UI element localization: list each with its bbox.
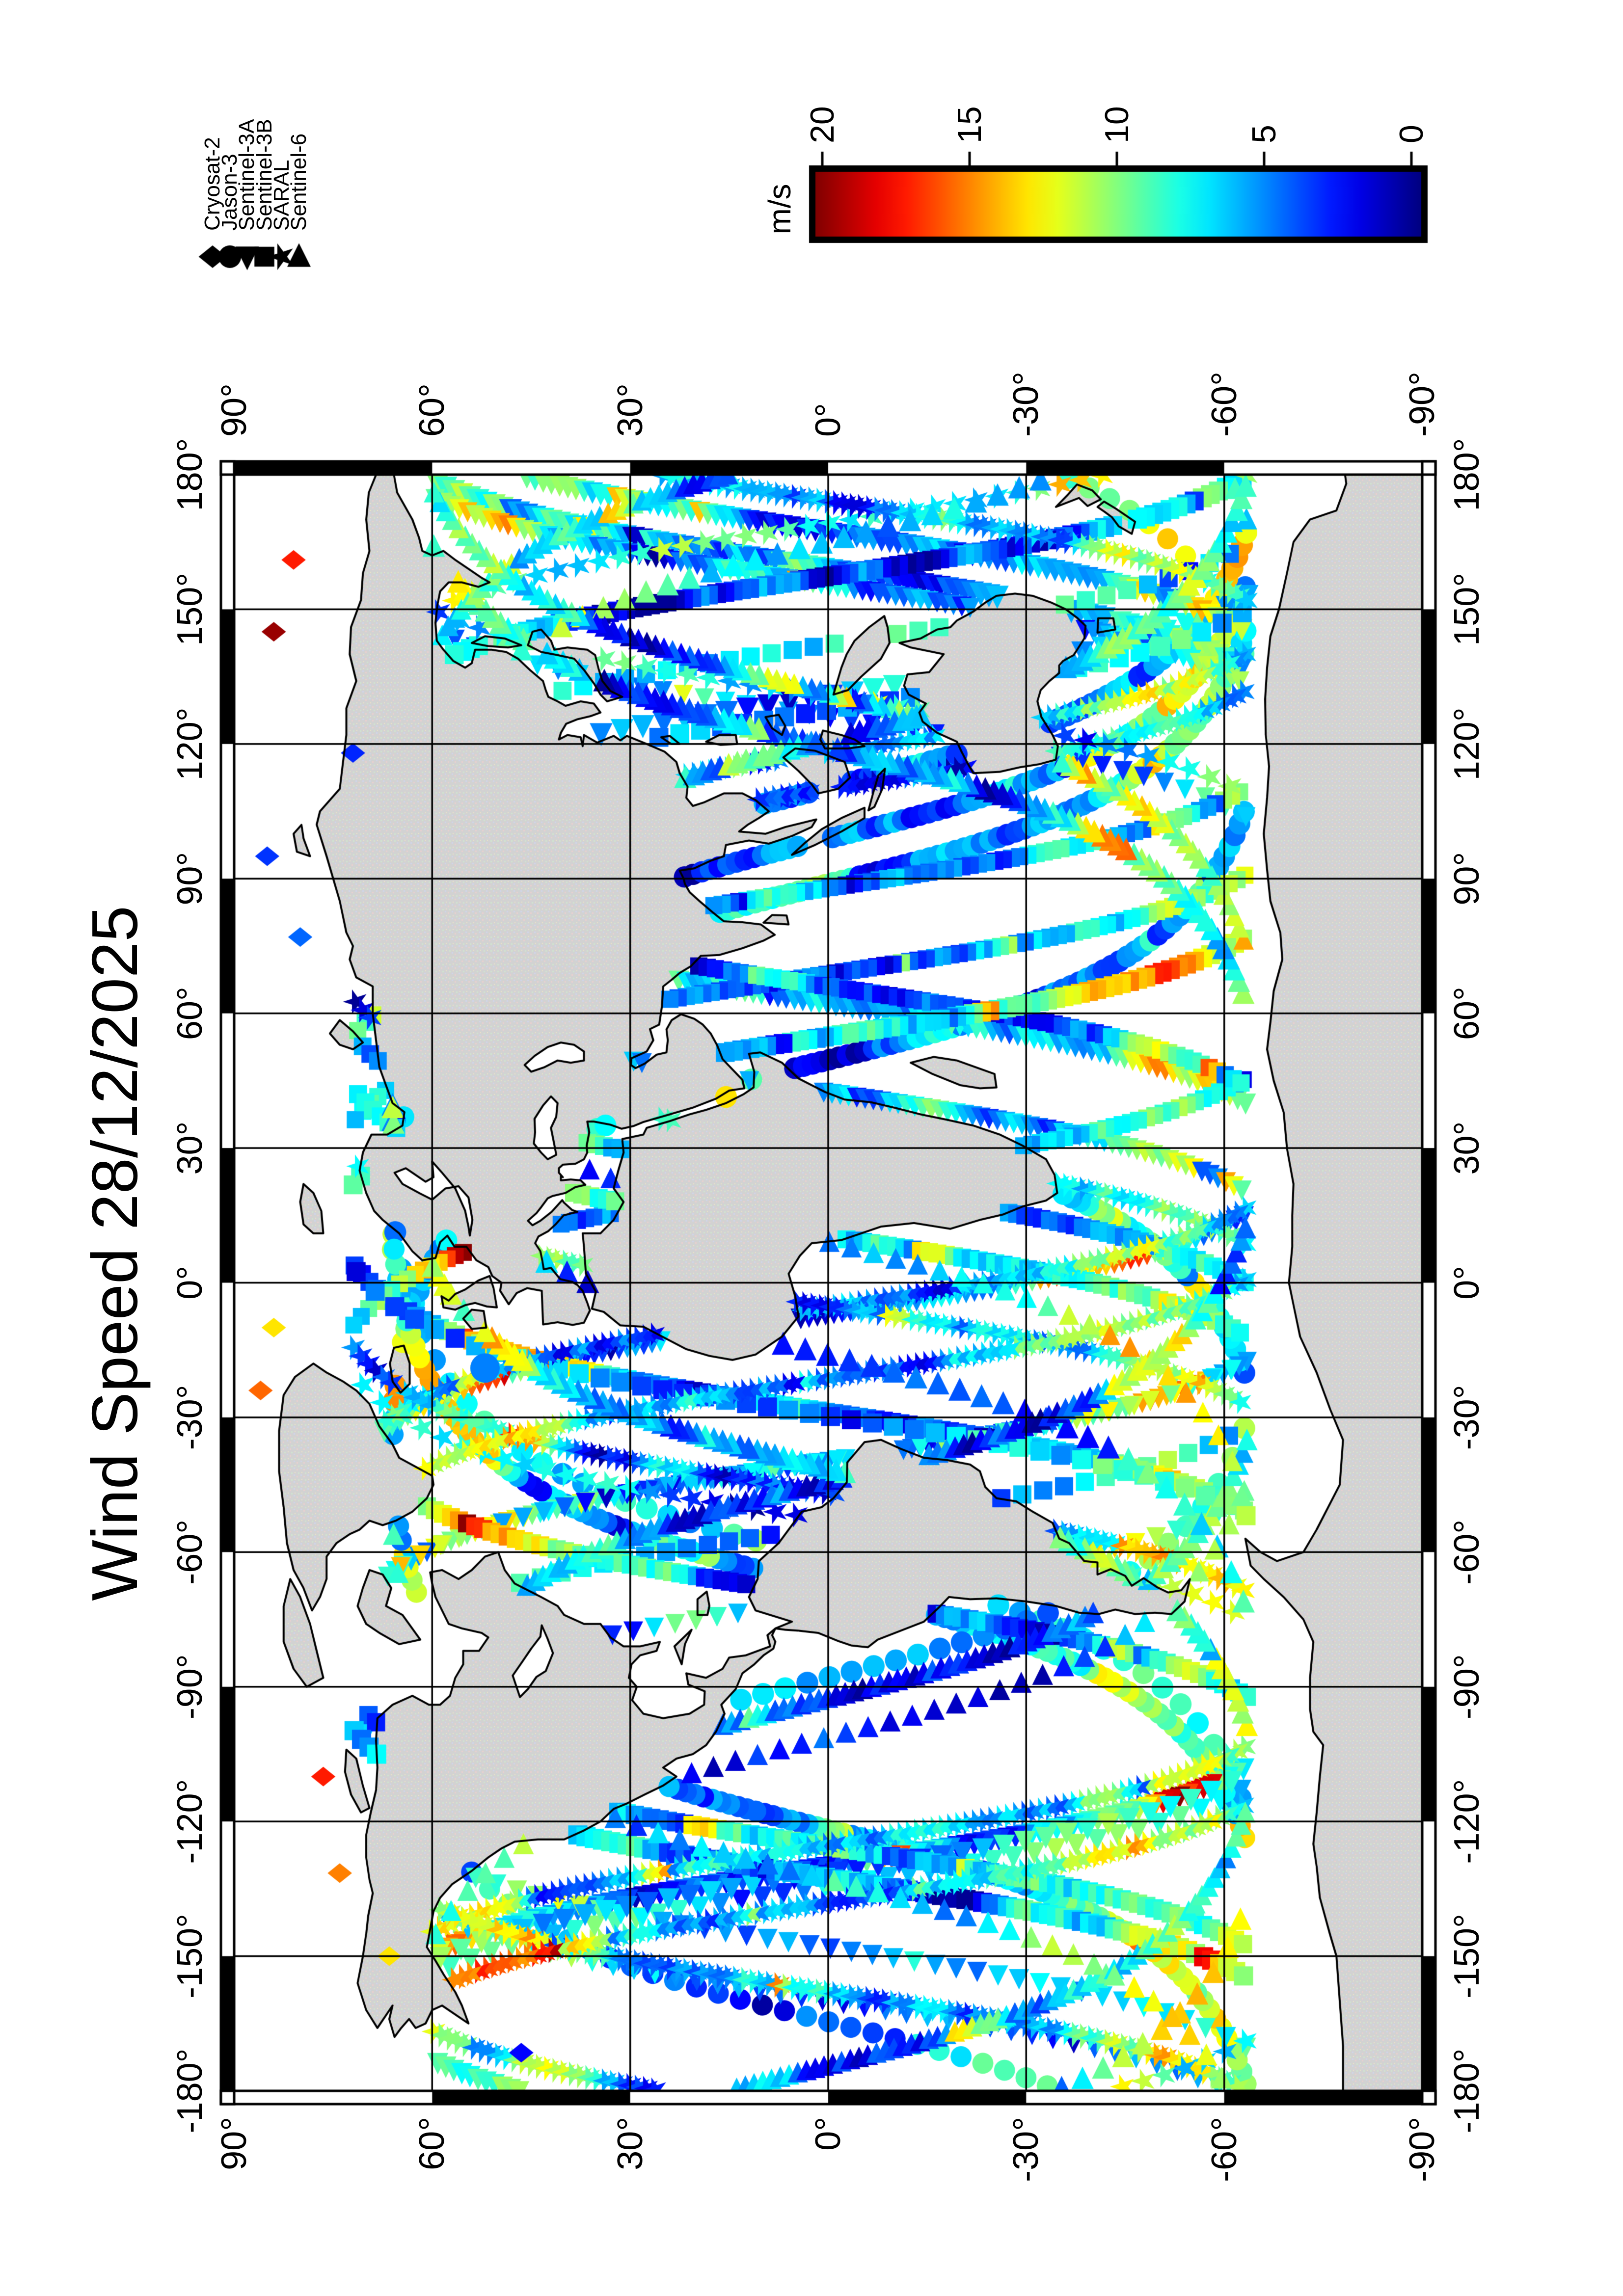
legend-item-label: Sentinel-6	[287, 133, 311, 231]
colorbar-tick-label: 15	[951, 106, 988, 143]
axis-label-lon-top: 90°	[170, 852, 210, 906]
axis-label-lat-right: -60°	[1204, 372, 1244, 437]
axis-label-lon-bottom: -60°	[1447, 1519, 1487, 1585]
axis-label-lon-bottom: 30°	[1447, 1121, 1487, 1175]
axis-label-lon-top: -120°	[170, 1779, 210, 1864]
axis-label-lon-bottom: 150°	[1447, 572, 1487, 646]
axis-label-lat-right: 60°	[412, 383, 452, 437]
axis-label-lon-bottom: 180°	[1447, 438, 1487, 511]
axis-label-lat-left: -90°	[1403, 2117, 1442, 2182]
axis-label-lat-right: 90°	[215, 383, 254, 437]
colorbar-tick-label: 20	[804, 106, 841, 143]
axis-label-lon-top: -30°	[170, 1385, 210, 1450]
axis-label-lon-bottom: 60°	[1447, 987, 1487, 1041]
axis-label-lat-right: -30°	[1006, 372, 1046, 437]
axis-label-lon-bottom: -30°	[1447, 1385, 1487, 1450]
axis-label-lat-left: 0°	[809, 2117, 848, 2151]
axis-label-lon-bottom: -150°	[1447, 1914, 1487, 1999]
page-title: Wind Speed 28/12/2025	[79, 906, 151, 1601]
axis-label-lon-top: 30°	[170, 1121, 210, 1175]
axis-label-lon-top: -60°	[170, 1519, 210, 1585]
axis-label-lon-bottom: 120°	[1447, 707, 1487, 781]
colorbar-tick-label: 10	[1098, 106, 1136, 143]
axis-label-lon-top: 150°	[170, 572, 210, 646]
axis-label-lon-top: -90°	[170, 1654, 210, 1720]
axis-label-lat-right: 30°	[610, 383, 650, 437]
axis-label-lon-top: -150°	[170, 1914, 210, 1999]
axis-label-lat-left: 90°	[215, 2117, 254, 2170]
colorbar-tick-label: 5	[1245, 125, 1283, 143]
axis-label-lon-bottom: 90°	[1447, 852, 1487, 906]
axis-label-lat-left: -30°	[1006, 2117, 1046, 2182]
colorbar-unit-label: m/s	[762, 184, 797, 235]
axis-label-lat-left: -60°	[1204, 2117, 1244, 2182]
axis-label-lon-top: 120°	[170, 707, 210, 781]
axis-label-lon-bottom: 0°	[1447, 1266, 1487, 1300]
axis-label-lat-right: -90°	[1403, 372, 1442, 437]
axis-label-lon-bottom: -120°	[1447, 1779, 1487, 1864]
axis-label-lon-top: 60°	[170, 987, 210, 1041]
axis-label-lon-top: 0°	[170, 1266, 210, 1300]
axis-label-lon-bottom: -90°	[1447, 1654, 1487, 1720]
axis-label-lon-top: 180°	[170, 438, 210, 511]
axis-label-lon-bottom: -180°	[1447, 2048, 1487, 2134]
axis-label-lat-right: 0°	[809, 403, 848, 437]
axis-label-lon-top: -180°	[170, 2048, 210, 2134]
axis-label-lat-left: 30°	[610, 2117, 650, 2170]
axis-label-lat-left: 60°	[412, 2117, 452, 2170]
colorbar-tick-label: 0	[1393, 125, 1430, 143]
